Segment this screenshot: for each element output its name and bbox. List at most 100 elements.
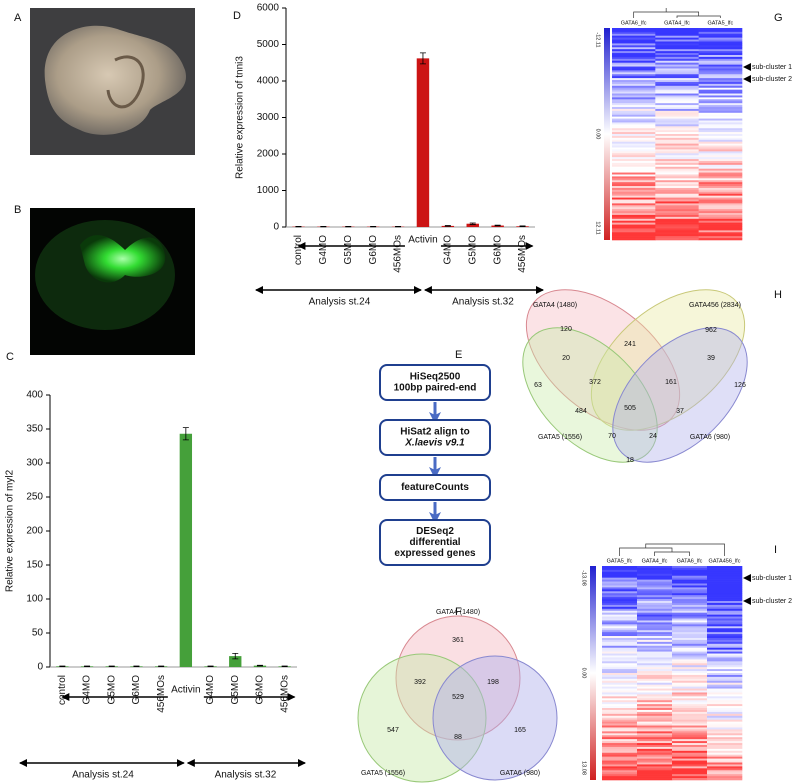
heat-cell bbox=[698, 83, 743, 87]
heat-cell bbox=[602, 569, 638, 573]
heat-cell bbox=[655, 103, 699, 106]
heat-cell bbox=[637, 655, 673, 658]
heat-cell bbox=[602, 698, 638, 701]
heat-cell bbox=[655, 213, 699, 216]
heat-cell bbox=[655, 68, 699, 71]
heat-cell bbox=[707, 766, 743, 769]
heat-cell bbox=[602, 725, 638, 728]
heat-cell bbox=[672, 581, 708, 584]
heat-cell bbox=[655, 168, 699, 171]
heat-cell bbox=[655, 137, 699, 141]
heat-cell bbox=[612, 116, 656, 119]
heat-cell bbox=[602, 608, 638, 612]
heat-cell bbox=[698, 105, 743, 108]
heat-cell bbox=[655, 232, 699, 235]
heat-cell bbox=[602, 632, 638, 635]
heat-cell bbox=[612, 37, 656, 40]
heat-cell bbox=[655, 220, 699, 223]
heat-cell bbox=[637, 688, 673, 691]
flow-node bbox=[379, 419, 491, 456]
heat-cell bbox=[602, 645, 638, 649]
heat-cell bbox=[655, 60, 699, 63]
column-label: GATA5_lfc bbox=[707, 20, 733, 26]
region-count: 126 bbox=[734, 382, 746, 389]
heat-cell bbox=[655, 238, 699, 241]
heat-cell bbox=[672, 577, 708, 580]
heat-cell bbox=[637, 729, 673, 732]
heat-cell bbox=[612, 172, 656, 175]
heat-cell bbox=[672, 630, 708, 633]
error-bar bbox=[133, 665, 140, 668]
heat-cell bbox=[637, 614, 673, 617]
heat-cell bbox=[698, 186, 743, 189]
error-bar bbox=[419, 52, 426, 65]
venn-ellipse bbox=[590, 289, 746, 431]
category-label: G4MO bbox=[82, 675, 93, 705]
heat-cell bbox=[672, 760, 708, 763]
heat-cell bbox=[637, 760, 673, 763]
heat-cell bbox=[698, 236, 743, 239]
heat-cell bbox=[698, 60, 743, 63]
heat-cell bbox=[602, 752, 638, 756]
heat-cell bbox=[698, 108, 743, 112]
heat-cell bbox=[707, 632, 743, 635]
heat-cell bbox=[637, 778, 673, 781]
heat-cell bbox=[637, 608, 673, 612]
heat-cell bbox=[698, 224, 743, 227]
heat-cell bbox=[602, 581, 638, 584]
y-tick-label: 350 bbox=[26, 424, 43, 435]
region-count: 161 bbox=[665, 379, 677, 386]
heat-cell bbox=[612, 159, 656, 162]
heat-cell bbox=[672, 715, 708, 719]
heat-cell bbox=[698, 211, 743, 214]
heat-cell bbox=[655, 37, 699, 40]
heat-cell bbox=[707, 739, 743, 742]
heat-cell bbox=[637, 776, 673, 779]
heat-cell bbox=[612, 228, 656, 231]
heat-cell bbox=[655, 120, 699, 123]
heat-cell bbox=[612, 126, 656, 129]
heat-cell bbox=[655, 89, 699, 92]
heat-cell bbox=[612, 60, 656, 63]
heat-cell bbox=[698, 143, 743, 146]
heat-cell bbox=[707, 709, 743, 713]
heat-cell bbox=[655, 118, 699, 121]
heat-cell bbox=[698, 203, 743, 206]
heat-cell bbox=[698, 139, 743, 143]
heat-cell bbox=[698, 58, 743, 62]
heat-cell bbox=[637, 733, 673, 736]
heat-cell bbox=[698, 234, 743, 237]
heat-cell bbox=[602, 599, 638, 602]
heat-cell bbox=[655, 151, 699, 154]
heat-cell bbox=[602, 746, 638, 750]
heat-cell bbox=[655, 186, 699, 189]
heat-cell bbox=[612, 51, 656, 54]
heat-cell bbox=[655, 105, 699, 108]
flow-node bbox=[379, 474, 491, 501]
heat-cell bbox=[602, 612, 638, 615]
heat-cell bbox=[602, 667, 638, 670]
heat-cell bbox=[637, 663, 673, 666]
heat-cell bbox=[698, 153, 743, 156]
heat-cell bbox=[602, 682, 638, 685]
heat-cell bbox=[655, 33, 699, 37]
column-label: GATA4_lfc bbox=[664, 20, 690, 26]
heat-cell bbox=[698, 230, 743, 233]
heat-cell bbox=[698, 112, 743, 116]
error-bar bbox=[519, 225, 526, 228]
heat-cell bbox=[707, 649, 743, 652]
heat-cell bbox=[698, 66, 743, 69]
heat-cell bbox=[612, 166, 656, 169]
region-count: 372 bbox=[589, 379, 601, 386]
heat-cell bbox=[612, 135, 656, 139]
heat-cell bbox=[637, 766, 673, 769]
heat-cell bbox=[602, 756, 638, 759]
heat-cell bbox=[655, 197, 699, 200]
heat-cell bbox=[602, 657, 638, 660]
heat-cell bbox=[672, 750, 708, 754]
heat-cell bbox=[672, 778, 708, 781]
heat-cell bbox=[698, 78, 743, 81]
heat-cell bbox=[698, 187, 743, 191]
heat-cell bbox=[707, 655, 743, 658]
heat-cell bbox=[707, 608, 743, 612]
